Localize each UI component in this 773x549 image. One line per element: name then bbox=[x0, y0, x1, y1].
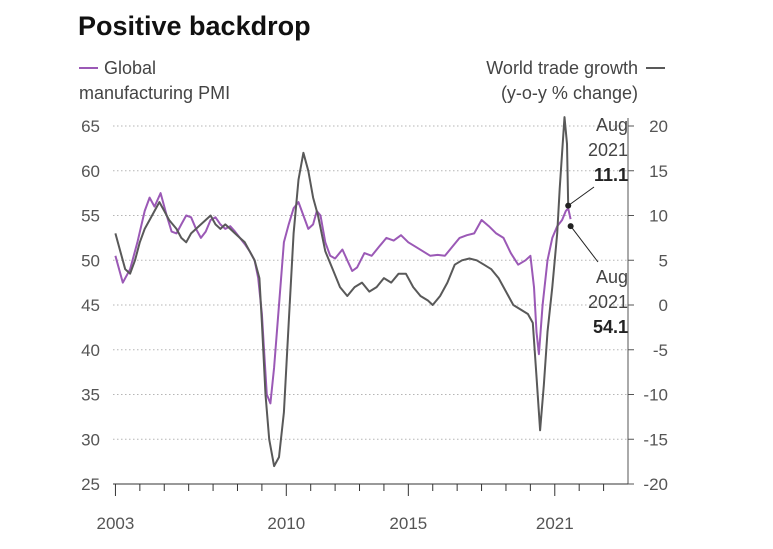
left-tick-label: 50 bbox=[81, 251, 100, 270]
x-tick-label: 2015 bbox=[389, 514, 427, 533]
left-tick-label: 25 bbox=[81, 475, 100, 494]
annotations: Aug 2021 11.1 Aug 2021 54.1 bbox=[565, 115, 628, 337]
right-tick-label: -15 bbox=[643, 430, 668, 449]
x-axis: 2003 2010 2015 2021 bbox=[97, 483, 628, 533]
pmi-legend-line-1: Global bbox=[104, 58, 156, 78]
pmi-series-line bbox=[114, 192, 572, 405]
trade-annotation-month: Aug bbox=[596, 115, 628, 135]
left-tick-label: 55 bbox=[81, 207, 100, 226]
right-tick-label: 15 bbox=[649, 162, 668, 181]
trade-annotation-leader bbox=[567, 186, 595, 207]
right-tick-label: 5 bbox=[659, 251, 668, 270]
x-tick-label: 2021 bbox=[536, 514, 574, 533]
left-tick-label: 35 bbox=[81, 386, 100, 405]
left-tick-label: 45 bbox=[81, 296, 100, 315]
chart-title: Positive backdrop bbox=[78, 11, 311, 41]
pmi-annotation-year: 2021 bbox=[588, 292, 628, 312]
right-tick-label: 10 bbox=[649, 207, 668, 226]
trade-annotation-year: 2021 bbox=[588, 140, 628, 160]
right-axis: 20 15 10 5 0 -5 -10 -15 -20 bbox=[627, 117, 668, 494]
left-tick-label: 30 bbox=[81, 430, 100, 449]
right-tick-label: -20 bbox=[643, 475, 668, 494]
left-axis: 65 60 55 50 45 40 35 30 25 bbox=[81, 117, 100, 494]
trade-annotation-value: 11.1 bbox=[594, 165, 628, 185]
right-tick-label: -10 bbox=[643, 386, 668, 405]
pmi-annotation-leader bbox=[570, 225, 599, 263]
x-tick-label: 2003 bbox=[97, 514, 135, 533]
left-tick-label: 60 bbox=[81, 162, 100, 181]
trade-legend-line-1: World trade growth bbox=[486, 58, 638, 78]
trade-legend-line-2: (y-o-y % change) bbox=[501, 83, 638, 103]
left-tick-label: 65 bbox=[81, 117, 100, 136]
left-tick-label: 40 bbox=[81, 341, 100, 360]
x-tick-label: 2010 bbox=[267, 514, 305, 533]
pmi-annotation-month: Aug bbox=[596, 267, 628, 287]
pmi-annotation-value: 54.1 bbox=[593, 317, 628, 337]
right-tick-label: 20 bbox=[649, 117, 668, 136]
trade-series-line bbox=[114, 116, 570, 468]
gridlines bbox=[113, 125, 628, 440]
pmi-legend-line-2: manufacturing PMI bbox=[79, 83, 230, 103]
right-tick-label: -5 bbox=[653, 341, 668, 360]
right-tick-label: 0 bbox=[659, 296, 668, 315]
